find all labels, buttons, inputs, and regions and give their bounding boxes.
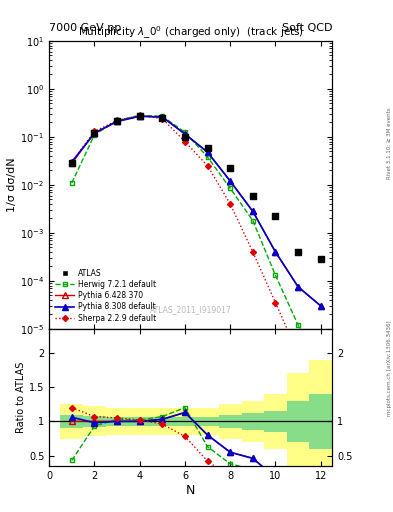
Point [250,191,256,200]
Point [182,133,188,141]
Point [114,117,120,125]
Point [204,143,211,152]
Text: mcplots.cern.ch [arXiv:1306.3436]: mcplots.cern.ch [arXiv:1306.3436] [387,321,392,416]
Point [272,212,279,221]
Y-axis label: 1/σ dσ/dN: 1/σ dσ/dN [7,158,17,212]
Text: Soft QCD: Soft QCD [282,23,332,33]
Point [69,159,75,167]
Y-axis label: Ratio to ATLAS: Ratio to ATLAS [16,361,26,433]
Point [159,114,165,122]
X-axis label: N: N [186,483,195,497]
Text: ATLAS_2011_I919017: ATLAS_2011_I919017 [150,306,231,314]
Point [295,248,301,256]
Title: Multiplicity $\lambda\_0^0$ (charged only)  (track jets): Multiplicity $\lambda\_0^0$ (charged onl… [77,25,304,41]
Point [91,129,97,137]
Text: 7000 GeV pp: 7000 GeV pp [49,23,121,33]
Point [227,164,233,173]
Point [318,255,324,264]
Point [136,112,143,120]
Legend: ATLAS, Herwig 7.2.1 default, Pythia 6.428 370, Pythia 8.308 default, Sherpa 2.2.: ATLAS, Herwig 7.2.1 default, Pythia 6.42… [52,266,160,326]
Text: Rivet 3.1.10; ≥ 3M events: Rivet 3.1.10; ≥ 3M events [387,108,392,179]
